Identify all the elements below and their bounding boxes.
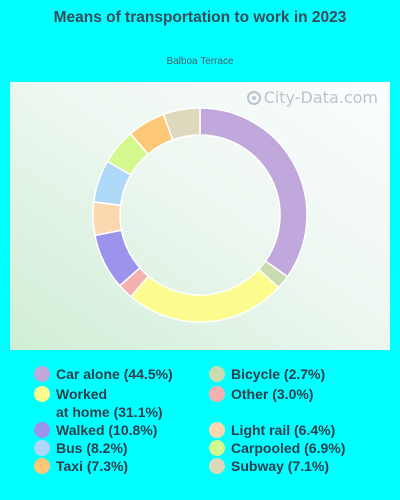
plot-area: City-Data.com [10,82,390,350]
chart-title: Means of transportation to work in 2023 [0,8,400,28]
legend-item-subway: Subway (7.1%) [209,457,329,475]
legend-label: Taxi (7.3%) [56,457,128,475]
legend-swatch [34,440,50,456]
legend-item-carpooled: Carpooled (6.9%) [209,439,345,457]
legend-item-other: Other (3.0%) [209,385,313,403]
legend-label: Car alone (44.5%) [56,365,173,383]
legend-swatch [209,458,225,474]
slice-worked-at-home [131,269,279,322]
legend-swatch [209,440,225,456]
chart-subtitle: Balboa Terrace [0,56,400,67]
legend-item-car-alone: Car alone (44.5%) [34,365,173,383]
legend-swatch [34,386,50,402]
legend-item-taxi: Taxi (7.3%) [34,457,128,475]
legend-swatch [209,422,225,438]
legend-item-bicycle: Bicycle (2.7%) [209,365,325,383]
slice-car-alone [200,108,307,277]
legend-label: Worked at home (31.1%) [56,385,163,421]
legend-item-walked: Walked (10.8%) [34,421,157,439]
legend-swatch [209,386,225,402]
legend-item-light-rail: Light rail (6.4%) [209,421,335,439]
legend-label: Bus (8.2%) [56,439,128,457]
slice-light-rail [93,202,121,235]
legend-label: Bicycle (2.7%) [231,365,325,383]
legend-label: Light rail (6.4%) [231,421,335,439]
legend-label: Subway (7.1%) [231,457,329,475]
legend-swatch [34,422,50,438]
donut-chart [10,82,390,350]
legend-swatch [34,366,50,382]
legend-label: Walked (10.8%) [56,421,157,439]
legend-item-bus: Bus (8.2%) [34,439,128,457]
legend-item-worked-at-home: Worked at home (31.1%) [34,385,163,421]
legend-label: Other (3.0%) [231,385,313,403]
legend-swatch [209,366,225,382]
legend-label: Carpooled (6.9%) [231,439,345,457]
legend: Car alone (44.5%) Worked at home (31.1%) W… [0,365,400,495]
legend-swatch [34,458,50,474]
